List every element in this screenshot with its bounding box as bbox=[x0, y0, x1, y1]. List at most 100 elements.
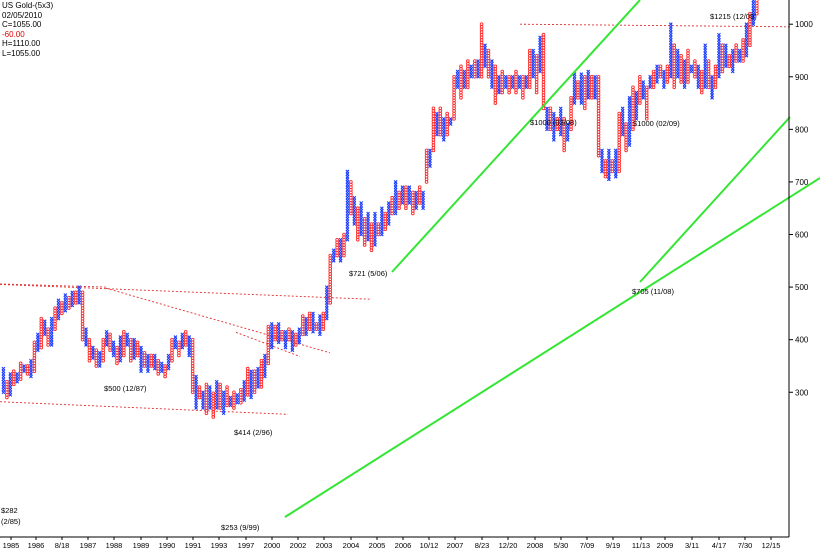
o-mark bbox=[238, 387, 243, 392]
o-mark bbox=[693, 59, 697, 63]
x-mark bbox=[256, 366, 260, 371]
change-label: -60.00 bbox=[2, 29, 25, 39]
o-mark bbox=[25, 364, 30, 368]
x-column bbox=[214, 379, 219, 410]
o-mark bbox=[727, 53, 732, 58]
o-mark bbox=[527, 48, 532, 53]
x-column bbox=[256, 366, 260, 389]
o-column bbox=[534, 53, 539, 95]
x-mark bbox=[111, 340, 116, 345]
x-tick-label: 8/18 bbox=[55, 541, 70, 550]
o-column bbox=[156, 358, 161, 376]
x-mark bbox=[538, 35, 542, 40]
x-mark bbox=[379, 206, 384, 211]
x-column bbox=[187, 335, 192, 358]
x-mark bbox=[366, 211, 370, 216]
x-mark bbox=[228, 395, 233, 400]
o-column bbox=[307, 311, 312, 331]
x-column bbox=[70, 290, 75, 308]
o-column bbox=[362, 216, 367, 247]
x-column bbox=[428, 148, 432, 169]
o-mark bbox=[115, 345, 119, 350]
o-mark bbox=[204, 382, 209, 387]
o-mark bbox=[624, 122, 628, 126]
x-column bbox=[262, 353, 267, 379]
x-tick-label: 4/17 bbox=[712, 541, 727, 550]
x-column bbox=[194, 374, 198, 410]
x-column bbox=[682, 59, 687, 90]
x-column bbox=[524, 74, 529, 90]
x-mark bbox=[730, 48, 735, 53]
o-mark bbox=[355, 206, 360, 211]
o-mark bbox=[638, 74, 642, 79]
o-mark bbox=[376, 222, 381, 226]
x-column bbox=[551, 111, 556, 142]
x-mark bbox=[558, 106, 563, 111]
price-annotation: $500 (12/87) bbox=[104, 384, 147, 393]
o-column bbox=[32, 340, 37, 374]
o-mark bbox=[128, 337, 133, 342]
price-annotation: $253 (9/99) bbox=[221, 523, 260, 532]
o-column bbox=[514, 69, 518, 95]
x-mark bbox=[613, 148, 618, 153]
o-mark bbox=[300, 314, 305, 318]
reference-lines bbox=[0, 23, 791, 415]
o-column bbox=[651, 69, 656, 90]
x-column bbox=[42, 319, 47, 337]
o-column bbox=[686, 48, 690, 84]
x-mark bbox=[373, 211, 377, 216]
x-mark bbox=[207, 385, 212, 389]
o-mark bbox=[466, 59, 470, 63]
x-tick-label: 10/12 bbox=[420, 541, 439, 550]
x-mark bbox=[214, 379, 219, 384]
x-column bbox=[201, 390, 205, 410]
o-column bbox=[355, 206, 360, 242]
x-mark bbox=[606, 148, 611, 153]
x-mark bbox=[414, 190, 419, 195]
o-mark bbox=[734, 43, 738, 48]
o-mark bbox=[225, 385, 229, 389]
x-column bbox=[538, 35, 542, 74]
o-column bbox=[177, 340, 181, 358]
o-column bbox=[562, 117, 566, 153]
trendline bbox=[391, 0, 641, 273]
o-mark bbox=[631, 85, 635, 90]
o-mark bbox=[211, 391, 216, 396]
x-mark bbox=[159, 361, 164, 366]
o-mark bbox=[53, 306, 57, 310]
x-mark bbox=[717, 32, 721, 37]
o-column bbox=[555, 117, 560, 132]
o-column bbox=[101, 337, 105, 363]
x-column bbox=[242, 379, 247, 403]
o-mark bbox=[335, 237, 339, 242]
x-column bbox=[77, 285, 82, 305]
o-mark bbox=[397, 190, 401, 195]
x-mark bbox=[35, 332, 40, 337]
o-column bbox=[369, 222, 374, 253]
y-tick-label: 500 bbox=[795, 283, 809, 292]
x-column bbox=[696, 64, 701, 90]
x-mark bbox=[620, 106, 625, 111]
reference-line bbox=[0, 284, 371, 300]
x-mark bbox=[276, 322, 281, 326]
x-column bbox=[434, 111, 439, 137]
o-column bbox=[273, 324, 278, 342]
o-column bbox=[748, 11, 752, 48]
x-mark bbox=[29, 358, 33, 363]
o-column bbox=[328, 253, 333, 305]
o-mark bbox=[328, 253, 333, 258]
o-mark bbox=[273, 324, 278, 329]
x-column bbox=[63, 293, 68, 313]
x-column bbox=[462, 69, 467, 90]
o-column bbox=[149, 353, 154, 368]
x-tick-label: 1987 bbox=[80, 541, 97, 550]
x-mark bbox=[593, 74, 598, 79]
o-mark bbox=[80, 290, 85, 295]
o-mark bbox=[410, 190, 415, 195]
o-column bbox=[734, 43, 738, 63]
x-mark bbox=[146, 353, 150, 358]
o-column bbox=[87, 337, 92, 363]
o-mark bbox=[500, 69, 505, 74]
x-mark bbox=[269, 322, 274, 326]
